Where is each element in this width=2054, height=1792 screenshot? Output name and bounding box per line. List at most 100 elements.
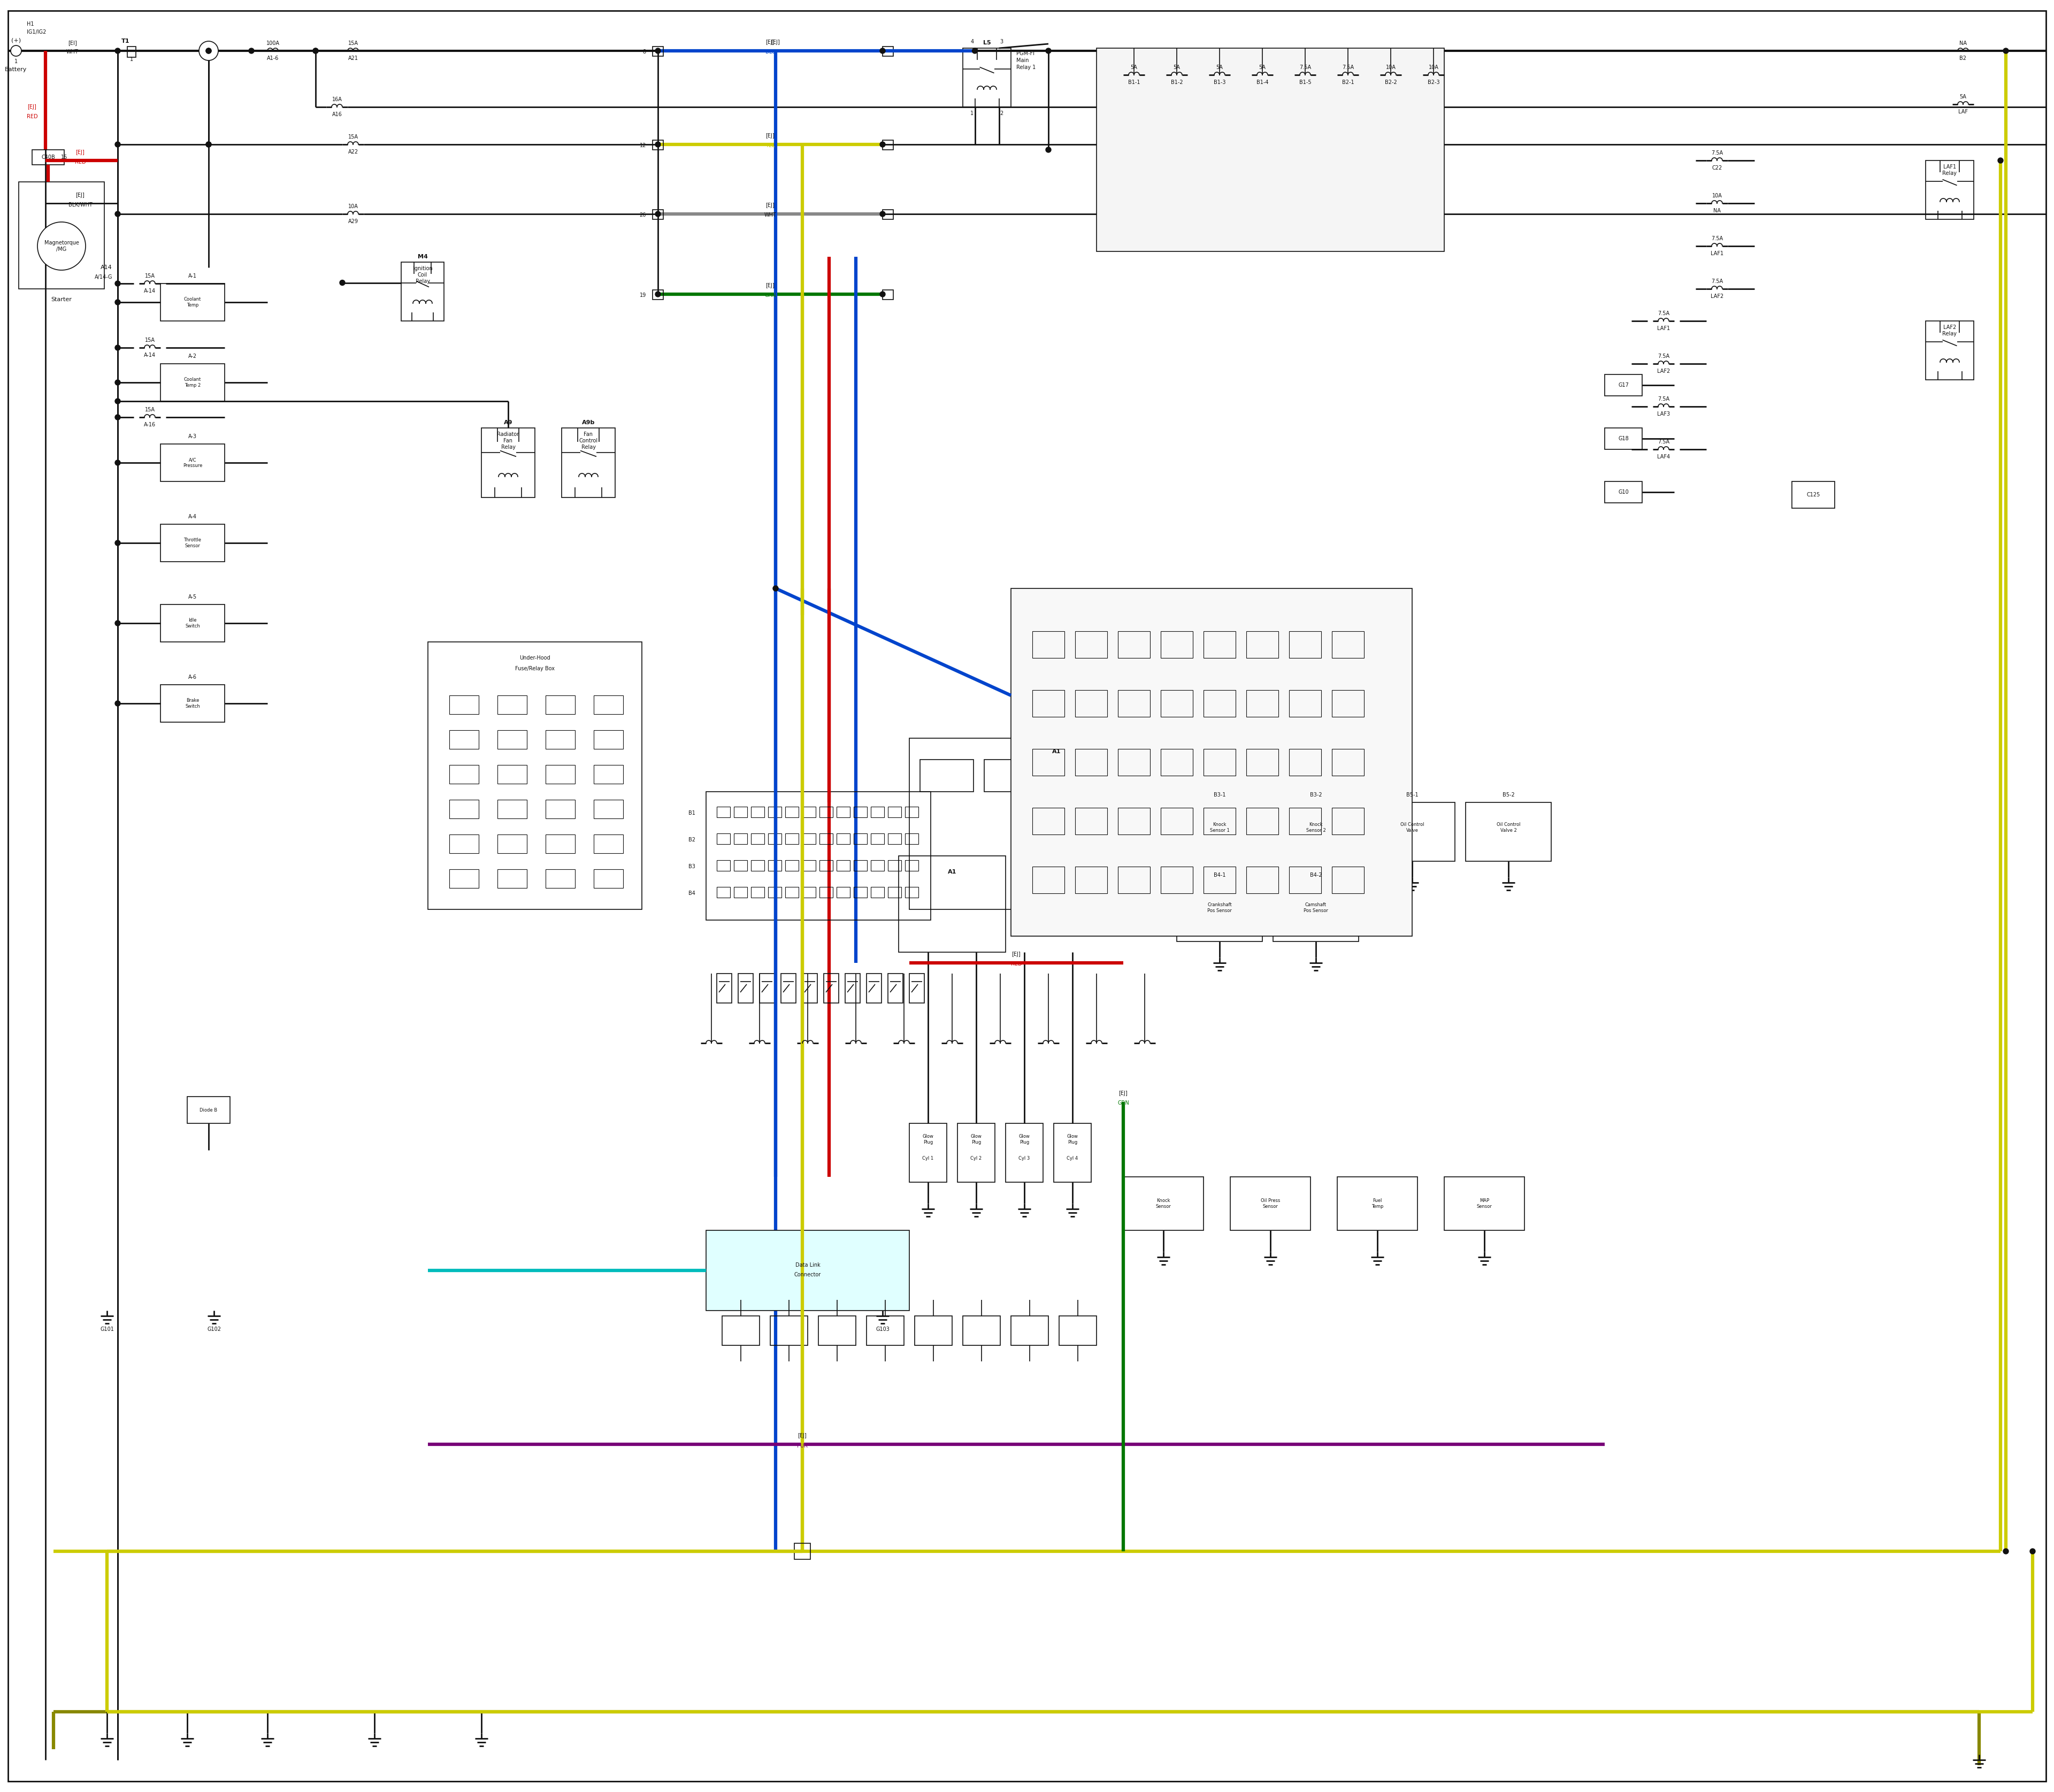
Bar bbox=[1033, 867, 1064, 894]
Text: Fuse/Relay Box: Fuse/Relay Box bbox=[516, 667, 555, 672]
Text: LAF1: LAF1 bbox=[1658, 326, 1670, 332]
Bar bbox=[803, 806, 815, 817]
Bar bbox=[1331, 808, 1364, 835]
Text: A-1: A-1 bbox=[189, 274, 197, 280]
Bar bbox=[1074, 867, 1107, 894]
Text: A/C
Pressure: A/C Pressure bbox=[183, 457, 201, 468]
Text: B1: B1 bbox=[688, 810, 696, 815]
Text: WHT: WHT bbox=[764, 213, 776, 217]
Text: LAF4: LAF4 bbox=[1658, 453, 1670, 459]
Bar bbox=[1247, 867, 1278, 894]
Bar bbox=[910, 1124, 947, 1183]
Text: B5-2: B5-2 bbox=[1501, 792, 1514, 797]
Bar bbox=[1331, 749, 1364, 776]
Bar bbox=[1113, 760, 1167, 792]
Circle shape bbox=[115, 48, 121, 54]
Bar bbox=[906, 887, 918, 898]
Bar bbox=[836, 860, 850, 871]
Text: Cyl 2: Cyl 2 bbox=[972, 1156, 982, 1161]
Text: 15A: 15A bbox=[144, 274, 154, 280]
Circle shape bbox=[115, 701, 121, 706]
Bar bbox=[1006, 1124, 1043, 1183]
Bar bbox=[871, 833, 883, 844]
Bar bbox=[561, 428, 614, 498]
Bar bbox=[785, 887, 799, 898]
Bar bbox=[867, 1315, 904, 1346]
Text: [EJ]: [EJ] bbox=[766, 39, 774, 45]
Bar bbox=[836, 833, 850, 844]
Bar bbox=[871, 860, 883, 871]
Text: [EI]: [EI] bbox=[68, 39, 76, 45]
Text: 5A: 5A bbox=[1259, 65, 1265, 70]
Text: LAF3: LAF3 bbox=[1658, 412, 1670, 418]
Bar bbox=[785, 833, 799, 844]
Text: 10A: 10A bbox=[1428, 65, 1438, 70]
Text: H1: H1 bbox=[27, 22, 35, 27]
Text: C125: C125 bbox=[1808, 493, 1820, 498]
Text: 19: 19 bbox=[639, 292, 647, 297]
Bar bbox=[401, 262, 444, 321]
Text: Ignition: Ignition bbox=[413, 265, 433, 271]
Text: Fuel
Temp: Fuel Temp bbox=[1372, 1199, 1382, 1210]
Bar bbox=[803, 833, 815, 844]
Bar bbox=[497, 729, 528, 749]
Bar bbox=[854, 860, 867, 871]
Text: B4: B4 bbox=[688, 891, 696, 896]
Bar bbox=[427, 642, 641, 909]
Text: B5-1: B5-1 bbox=[1407, 792, 1417, 797]
Text: 3: 3 bbox=[1000, 39, 1002, 45]
Text: 1: 1 bbox=[14, 59, 18, 65]
Text: 7.5A: 7.5A bbox=[1658, 439, 1670, 444]
Text: Cyl 3: Cyl 3 bbox=[1019, 1156, 1029, 1161]
Bar bbox=[1074, 690, 1107, 717]
Circle shape bbox=[772, 586, 778, 591]
Bar bbox=[1290, 690, 1321, 717]
Text: [EJ]: [EJ] bbox=[766, 202, 774, 208]
Bar bbox=[887, 806, 902, 817]
Circle shape bbox=[312, 48, 318, 54]
Bar bbox=[1927, 161, 1974, 219]
Text: B2-2: B2-2 bbox=[1384, 79, 1397, 84]
Bar bbox=[883, 210, 893, 219]
Bar bbox=[1117, 867, 1150, 894]
Bar bbox=[160, 604, 224, 642]
Bar bbox=[1290, 867, 1321, 894]
Text: RED: RED bbox=[74, 159, 86, 165]
Bar bbox=[768, 833, 781, 844]
Text: BLK/WHT: BLK/WHT bbox=[68, 202, 92, 208]
Text: 7.5A: 7.5A bbox=[1658, 310, 1670, 315]
Circle shape bbox=[655, 211, 661, 217]
Bar bbox=[1204, 749, 1237, 776]
Bar bbox=[1791, 482, 1834, 509]
Circle shape bbox=[1999, 158, 2003, 163]
Text: 5A: 5A bbox=[1216, 65, 1222, 70]
Bar bbox=[887, 887, 902, 898]
Text: NA: NA bbox=[1960, 41, 1968, 47]
Bar bbox=[717, 887, 729, 898]
Bar bbox=[984, 760, 1037, 792]
Bar bbox=[910, 738, 1204, 909]
Bar bbox=[785, 860, 799, 871]
Bar bbox=[717, 833, 729, 844]
Bar bbox=[1247, 631, 1278, 658]
Text: LAF1: LAF1 bbox=[1711, 251, 1723, 256]
Bar bbox=[817, 1315, 857, 1346]
Text: 7.5A: 7.5A bbox=[1341, 65, 1354, 70]
Bar bbox=[1467, 803, 1551, 862]
Bar bbox=[910, 973, 924, 1004]
Bar bbox=[820, 806, 832, 817]
Circle shape bbox=[205, 48, 212, 54]
Bar bbox=[717, 806, 729, 817]
Circle shape bbox=[115, 398, 121, 403]
Text: BLU: BLU bbox=[766, 48, 774, 54]
Text: 7.5A: 7.5A bbox=[1711, 237, 1723, 242]
Bar bbox=[1337, 1177, 1417, 1231]
Text: Throttle
Sensor: Throttle Sensor bbox=[183, 538, 201, 548]
Text: Radiator: Radiator bbox=[497, 432, 520, 437]
Bar bbox=[497, 869, 528, 889]
Text: Glow
Plug: Glow Plug bbox=[922, 1134, 935, 1145]
Text: Relay: Relay bbox=[1943, 170, 1957, 176]
Text: Data Link: Data Link bbox=[795, 1262, 820, 1267]
Text: LAF2: LAF2 bbox=[1943, 324, 1955, 330]
Circle shape bbox=[37, 222, 86, 271]
